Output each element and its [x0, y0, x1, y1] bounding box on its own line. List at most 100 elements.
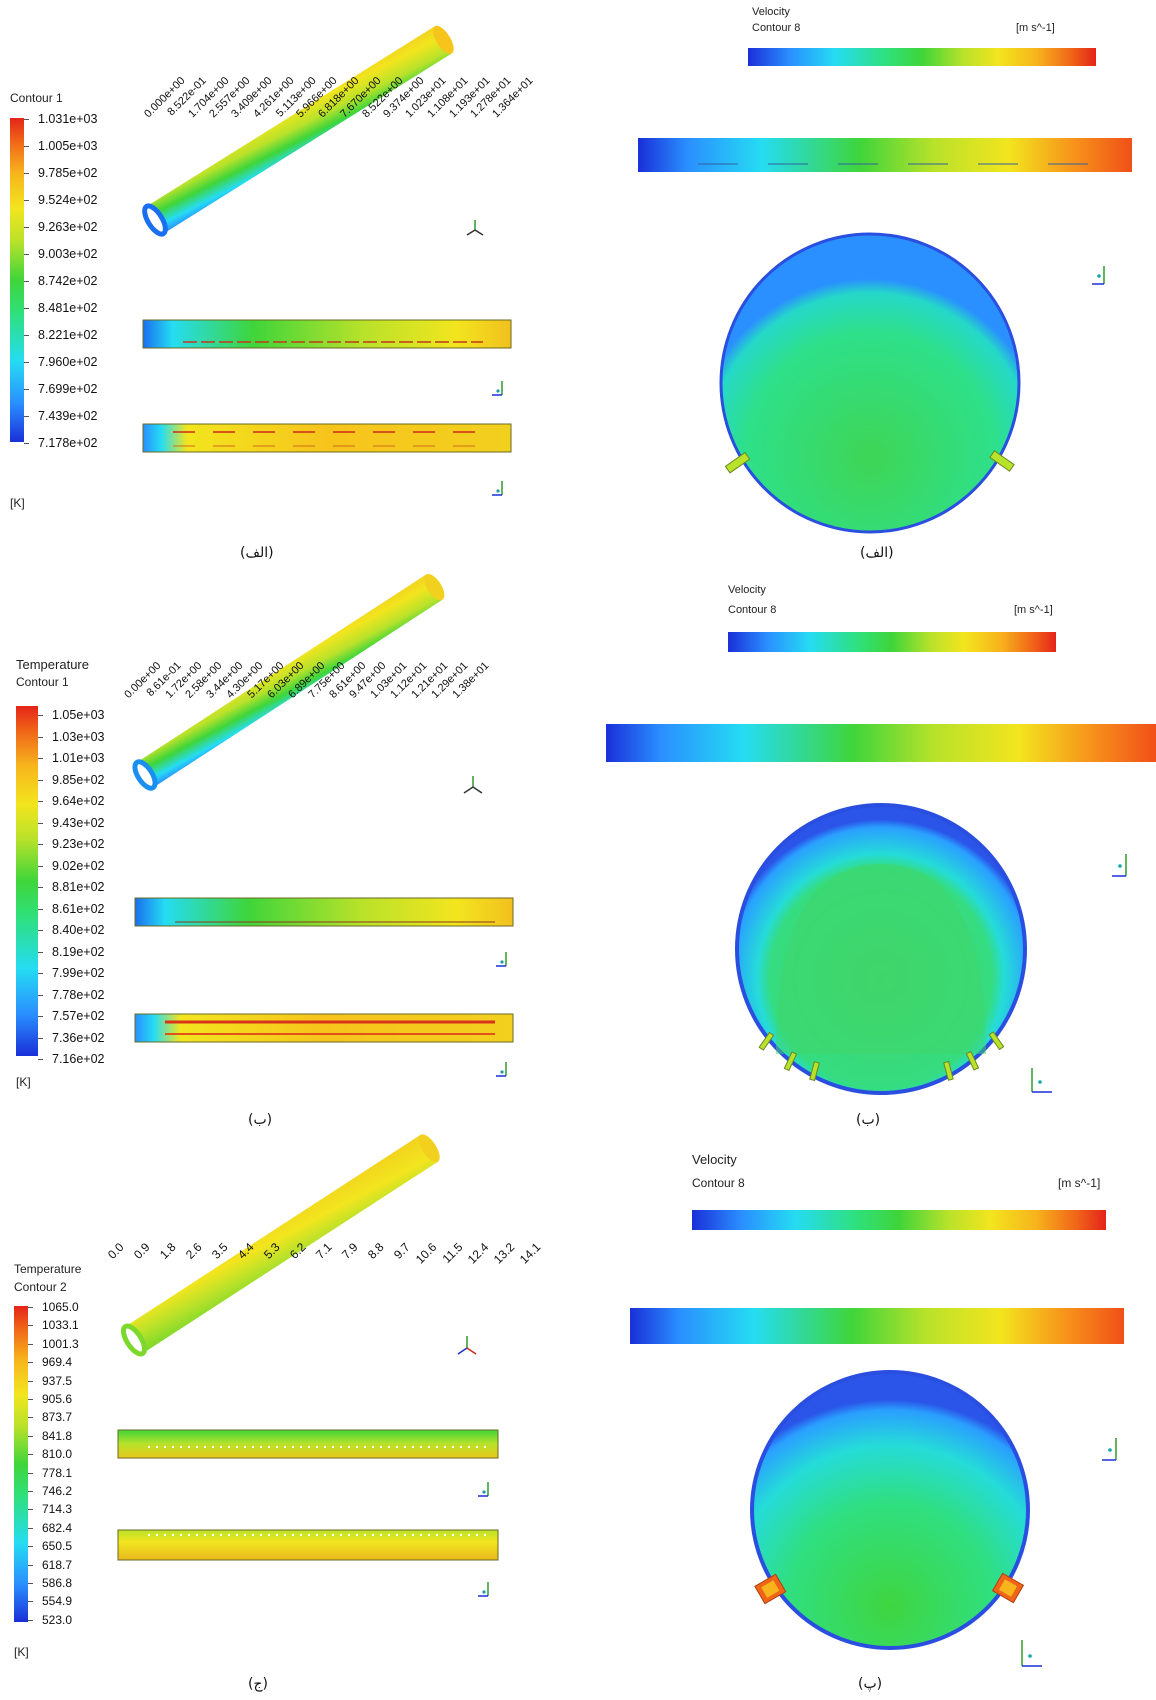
legend-unit: [m s^-1]: [1016, 22, 1055, 34]
legend-tick: 746.2: [27, 1484, 73, 1498]
legend-tick: 554.9: [27, 1594, 73, 1609]
legend-tick: 586.8: [27, 1576, 73, 1590]
panel-b-velocity: Velocity Contour 8 [m s^-1] 0.00e+00 8.6…: [122, 570, 1156, 1130]
pipe-3d-view: [120, 1134, 440, 1357]
legend-tick: 8.19e+02: [37, 944, 105, 959]
panel-caption: (پ): [858, 1676, 883, 1692]
legend-tick: 1.031e+03: [23, 112, 98, 126]
panel-caption: (ب): [856, 1112, 881, 1128]
legend-title: Velocity: [752, 6, 790, 18]
axis-triad-icon: [496, 952, 507, 967]
pipe-3d-view: [132, 573, 445, 791]
velocity-colorbar: [748, 48, 1096, 66]
legend-tick: 1.01e+03: [37, 751, 105, 765]
pipe-side-view-top: [134, 897, 514, 927]
pipe-side-view-bottom: [134, 1013, 514, 1043]
panel-caption: (الف): [240, 545, 274, 561]
legend-tick: 7.16e+02: [37, 1052, 105, 1066]
legend-tick: 7.439e+02: [23, 409, 98, 423]
temperature-colorbar: [10, 118, 24, 442]
legend-tick: 969.4: [27, 1355, 73, 1370]
axis-triad-icon: [457, 1336, 477, 1355]
legend-tick: 9.43e+02: [37, 815, 105, 830]
pipe-side-view-top: [117, 1429, 499, 1459]
legend-tick: 7.178e+02: [23, 436, 98, 450]
legend-subtitle: Contour 1: [16, 675, 69, 689]
panel-a-temperature: Contour 1 1.031e+03 1.005e+03 9.785e+02 …: [0, 0, 560, 561]
legend-title: Temperature: [16, 657, 89, 672]
legend-title: Temperature: [14, 1262, 82, 1276]
panel-c-temperature: Temperature Contour 2 1065.0 1033.1 1001…: [0, 1134, 560, 1700]
legend-tick: 618.7: [27, 1557, 73, 1572]
velocity-colorbar: [728, 632, 1056, 652]
pipe-side-view-top: [142, 319, 512, 349]
legend-tick: 8.40e+02: [37, 923, 105, 937]
panel-a-velocity: Velocity Contour 8 [m s^-1] 0.000e+00 8.…: [142, 0, 1156, 570]
legend-unit: [K]: [16, 1075, 31, 1089]
axis-triad-icon: [478, 1582, 489, 1597]
panel-c-velocity: Velocity Contour 8 [m s^-1] 0.0 0.9 1.8 …: [105, 1140, 1156, 1700]
legend-unit: [m s^-1]: [1014, 604, 1053, 616]
panel-caption: (ج): [248, 1676, 268, 1692]
legend-tick: 9.23e+02: [37, 837, 105, 851]
legend-tick: 9.64e+02: [37, 794, 105, 808]
legend-subtitle: Contour 8: [692, 1176, 745, 1190]
axis-triad-icon: [1031, 1068, 1052, 1093]
legend-tick: 7.36e+02: [37, 1030, 105, 1045]
legend-tick: 7.960e+02: [23, 355, 98, 369]
legend-tick: 810.0: [27, 1447, 73, 1462]
panel-b-temperature: Temperature Contour 1 1.05e+03 1.03e+03 …: [0, 570, 560, 1130]
velocity-cross-section: [750, 1370, 1030, 1650]
legend-tick: 7.57e+02: [37, 1009, 105, 1023]
legend-tick: 937.5: [27, 1373, 73, 1388]
axis-triad-icon: [1102, 1438, 1117, 1461]
legend-tick: 7.99e+02: [37, 966, 105, 980]
legend-tick: 8.742e+02: [23, 274, 98, 288]
legend-unit: [m s^-1]: [1058, 1176, 1101, 1190]
legend-tick: 9.524e+02: [23, 193, 98, 207]
axis-triad-icon: [492, 481, 503, 496]
legend-unit: [K]: [14, 1645, 29, 1659]
legend-tick: 9.85e+02: [37, 772, 105, 787]
legend-subtitle: Contour 8: [728, 604, 777, 616]
legend-tick: 8.81e+02: [37, 880, 105, 894]
velocity-cross-section: [735, 803, 1027, 1095]
legend-tick: 1065.0: [28, 1300, 79, 1314]
axis-triad-icon: [1021, 1640, 1042, 1667]
panel-caption: (ب): [248, 1112, 273, 1128]
legend-tick: 8.221e+02: [23, 328, 98, 342]
velocity-side-view: [630, 1308, 1124, 1344]
legend-tick: 9.785e+02: [23, 166, 98, 180]
legend-tick: 9.003e+02: [23, 247, 98, 261]
legend-unit: [K]: [10, 496, 25, 510]
axis-triad-icon: [1092, 266, 1105, 285]
legend-title: Velocity: [728, 584, 766, 596]
axis-triad-icon: [463, 776, 483, 794]
axis-triad-icon: [492, 381, 503, 396]
pipe-side-view-bottom: [142, 423, 512, 453]
temperature-colorbar: [16, 706, 38, 1056]
legend-tick: 778.1: [27, 1465, 73, 1480]
legend-tick: 1033.1: [28, 1318, 79, 1333]
legend-tick: 873.7: [27, 1410, 73, 1425]
legend-tick: 841.8: [27, 1428, 73, 1443]
axis-triad-icon: [1112, 854, 1127, 877]
velocity-side-view: [638, 138, 1132, 172]
legend-tick: 7.699e+02: [23, 382, 98, 396]
legend-tick: 523.0: [27, 1612, 73, 1627]
axis-triad-icon: [478, 1482, 489, 1497]
legend-tick: 1.05e+03: [37, 708, 105, 722]
axis-triad-icon: [466, 220, 484, 236]
legend-tick: 8.481e+02: [23, 301, 98, 315]
legend-subtitle: Contour 2: [14, 1280, 67, 1294]
legend-tick: 682.4: [27, 1520, 73, 1535]
velocity-colorbar: [692, 1210, 1106, 1230]
legend-tick: 1.005e+03: [23, 139, 98, 153]
legend-tick: 1.03e+03: [37, 729, 105, 744]
legend-tick: 650.5: [27, 1539, 73, 1554]
legend-title: Contour 1: [10, 91, 63, 105]
legend-tick: 714.3: [27, 1502, 73, 1517]
panel-caption: (الف): [860, 545, 894, 561]
pipe-3d-view: [142, 25, 454, 237]
legend-title: Velocity: [692, 1152, 737, 1167]
